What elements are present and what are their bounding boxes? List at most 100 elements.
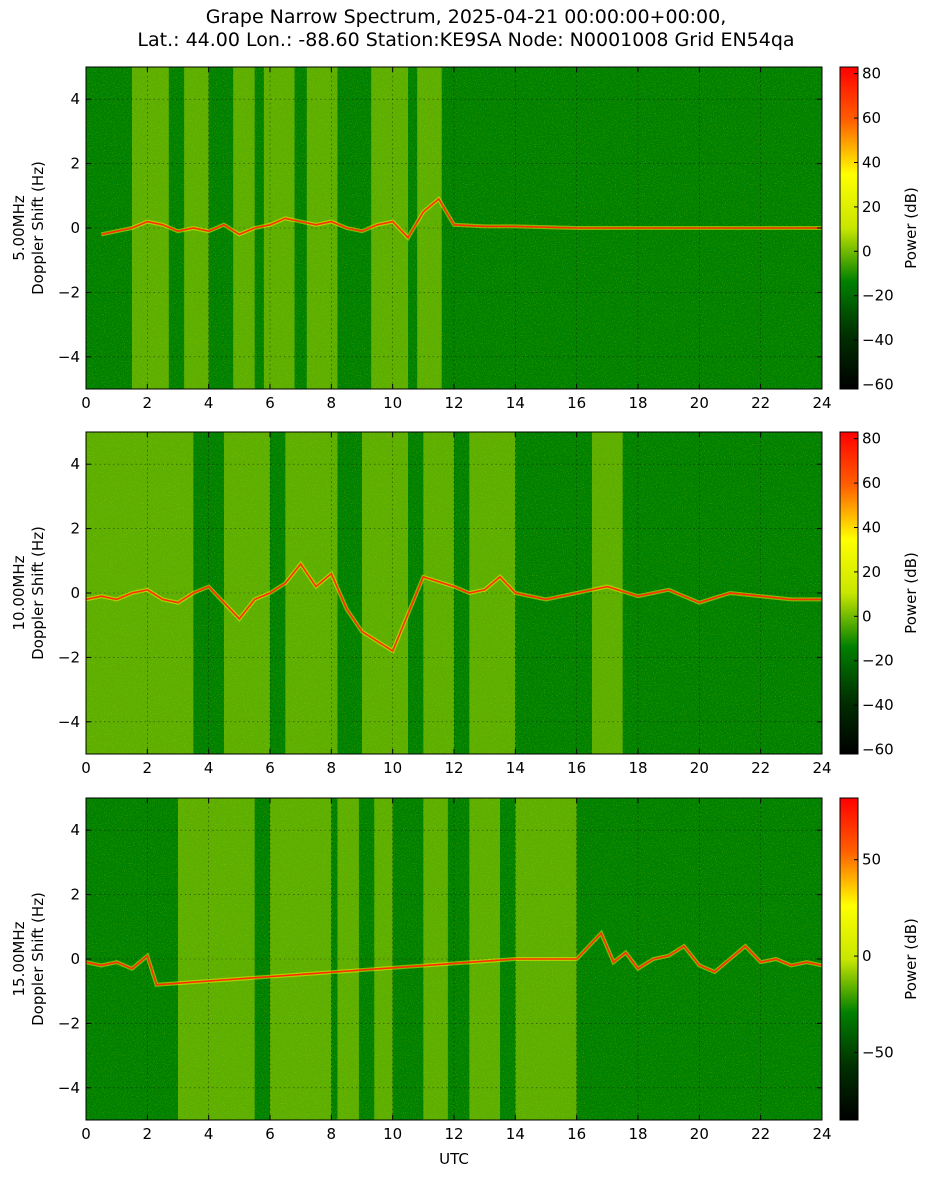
x-tick-label: 18 <box>628 759 647 777</box>
colorbar-label: Power (dB) <box>902 187 920 269</box>
x-tick-label: 22 <box>751 394 770 412</box>
x-tick-label: 8 <box>327 1125 337 1143</box>
spectrogram-body <box>86 67 822 389</box>
colorbar: 50 0 −50 Power (dB) <box>839 797 920 1121</box>
x-tick-label: 6 <box>265 759 275 777</box>
x-tick-label: 22 <box>751 1125 770 1143</box>
colorbar-tick-label: 0 <box>862 607 872 625</box>
x-tick-label: 14 <box>506 1125 525 1143</box>
x-tick-label: 16 <box>567 394 586 412</box>
colorbar-tick-label: 40 <box>862 153 881 171</box>
x-tick-label: 14 <box>506 759 525 777</box>
colorbar: 80 60 40 20 0 −20 −40 −60 Power (dB) <box>839 430 920 759</box>
colorbar-gradient <box>839 66 859 390</box>
colorbar-tick-label: 20 <box>862 563 881 581</box>
x-tick-label: 2 <box>143 759 153 777</box>
colorbar-label: Power (dB) <box>902 552 920 634</box>
figure-title-line-1: Grape Narrow Spectrum, 2025-04-21 00:00:… <box>205 6 727 28</box>
colorbar-tick-label: −50 <box>862 1044 894 1062</box>
y-tick-label: 0 <box>70 584 80 602</box>
x-tick-label: 4 <box>204 1125 214 1143</box>
x-tick-label: 18 <box>628 1125 647 1143</box>
doppler-trace <box>86 931 822 986</box>
y-tick-label: 2 <box>70 155 80 173</box>
spectrogram-body <box>86 432 822 754</box>
x-tick-label: 14 <box>506 394 525 412</box>
x-tick-label: 12 <box>444 759 463 777</box>
figure-title-line-2: Lat.: 44.00 Lon.: -88.60 Station:KE9SA N… <box>137 29 795 51</box>
colorbar-tick-label: 0 <box>862 947 872 965</box>
colorbar-tick-label: 60 <box>862 109 881 127</box>
colorbar-gradient <box>839 797 859 1121</box>
y-axis-label-frequency: 10.00MHz <box>10 555 28 630</box>
figure-title: Grape Narrow Spectrum, 2025-04-21 00:00:… <box>0 6 932 52</box>
x-tick-label: 24 <box>812 1125 831 1143</box>
y-tick-label: 2 <box>70 520 80 538</box>
colorbar-tick-label: 40 <box>862 518 881 536</box>
x-tick-label: 12 <box>444 1125 463 1143</box>
x-tick-label: 8 <box>327 394 337 412</box>
x-tick-label: 24 <box>812 394 831 412</box>
y-tick-label: −2 <box>58 1014 80 1032</box>
x-tick-label: 20 <box>690 759 709 777</box>
x-tick-label: 10 <box>383 1125 402 1143</box>
spectrogram-body <box>86 798 822 1120</box>
y-tick-label: 0 <box>70 219 80 237</box>
y-axis-label-frequency: 5.00MHz <box>10 195 28 261</box>
doppler-trace <box>101 197 822 240</box>
colorbar-gradient <box>839 431 859 755</box>
colorbar-tick-label: −40 <box>862 331 894 349</box>
x-tick-label: 16 <box>567 1125 586 1143</box>
x-tick-label: 0 <box>81 394 91 412</box>
y-axis-label-frequency: 15.00MHz <box>10 921 28 996</box>
x-tick-label: 22 <box>751 759 770 777</box>
colorbar-tick-label: −60 <box>862 741 894 759</box>
y-axis-label-doppler: Doppler Shift (Hz) <box>29 161 47 295</box>
colorbar-tick-label: 60 <box>862 474 881 492</box>
colorbar-tick-label: 0 <box>862 242 872 260</box>
x-axis-label: UTC <box>439 1150 469 1168</box>
x-tick-label: 10 <box>383 759 402 777</box>
colorbar-tick-label: 50 <box>862 851 881 869</box>
doppler-trace <box>86 562 822 653</box>
x-tick-label: 16 <box>567 759 586 777</box>
y-tick-label: 4 <box>70 821 80 839</box>
x-tick-label: 6 <box>265 394 275 412</box>
colorbar-tick-label: −60 <box>862 376 894 394</box>
colorbar-tick-label: −20 <box>862 652 894 670</box>
colorbar-tick-label: 80 <box>862 430 881 448</box>
x-tick-label: 18 <box>628 394 647 412</box>
colorbar-tick-label: −40 <box>862 696 894 714</box>
y-tick-label: 4 <box>70 90 80 108</box>
y-tick-label: −2 <box>58 648 80 666</box>
y-tick-label: −2 <box>58 283 80 301</box>
y-tick-label: 0 <box>70 950 80 968</box>
y-axis-label-doppler: Doppler Shift (Hz) <box>29 892 47 1026</box>
x-tick-label: 24 <box>812 759 831 777</box>
x-tick-label: 0 <box>81 759 91 777</box>
x-tick-label: 2 <box>143 1125 153 1143</box>
y-tick-label: −4 <box>58 713 80 731</box>
y-tick-label: 4 <box>70 455 80 473</box>
colorbar-label: Power (dB) <box>902 918 920 1000</box>
x-tick-label: 0 <box>81 1125 91 1143</box>
x-tick-label: 4 <box>204 394 214 412</box>
colorbar-tick-label: −20 <box>862 287 894 305</box>
x-tick-label: 6 <box>265 1125 275 1143</box>
y-tick-label: 2 <box>70 886 80 904</box>
x-tick-label: 4 <box>204 759 214 777</box>
colorbar-tick-label: 20 <box>862 198 881 216</box>
y-tick-label: −4 <box>58 1079 80 1097</box>
x-tick-label: 12 <box>444 394 463 412</box>
y-tick-label: −4 <box>58 348 80 366</box>
colorbar-tick-label: 80 <box>862 65 881 83</box>
x-tick-label: 2 <box>143 394 153 412</box>
x-tick-label: 10 <box>383 394 402 412</box>
x-tick-label: 20 <box>690 1125 709 1143</box>
x-tick-label: 8 <box>327 759 337 777</box>
x-tick-label: 20 <box>690 394 709 412</box>
